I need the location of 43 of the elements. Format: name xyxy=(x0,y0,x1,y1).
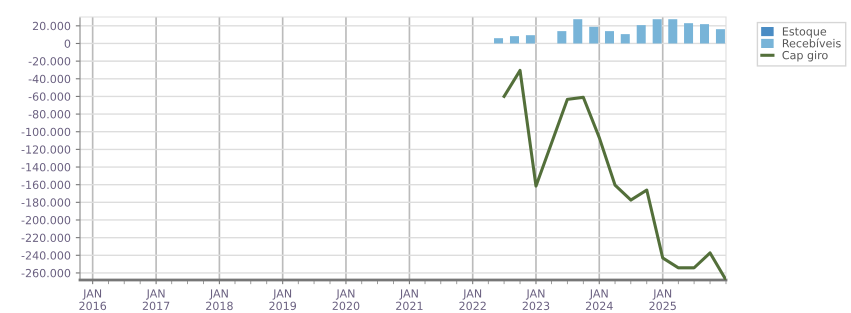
x-tick-label: JAN 2017 xyxy=(142,289,170,310)
x-tick-label: JAN 2025 xyxy=(649,289,676,310)
y-tick-label: 20.000 xyxy=(32,22,70,30)
bar xyxy=(684,23,694,44)
x-tick-label: JAN 2016 xyxy=(79,289,106,310)
x-tick-label: JAN 2020 xyxy=(332,289,360,310)
y-tick-label: -40.000 xyxy=(28,74,70,84)
bar xyxy=(620,34,630,44)
y-tick-label: -60.000 xyxy=(28,92,70,101)
x-tick-label: JAN 2024 xyxy=(586,289,613,310)
y-tick-label: -120.000 xyxy=(22,145,70,154)
y-tick-label: -80.000 xyxy=(28,110,70,118)
y-tick-label: -100.000 xyxy=(22,128,70,136)
bar xyxy=(668,19,678,44)
bar xyxy=(700,24,710,44)
legend-label: Estoque xyxy=(782,27,826,38)
y-tick-label: -160.000 xyxy=(22,180,70,190)
line-series xyxy=(502,68,726,280)
y-tick-label: -180.000 xyxy=(22,198,70,207)
y-tick-label: -260.000 xyxy=(22,268,70,278)
bar xyxy=(589,26,598,44)
y-tick-label: 0 xyxy=(64,39,70,48)
bar xyxy=(604,31,614,44)
legend-label: Cap giro xyxy=(782,50,828,62)
bar xyxy=(636,25,646,44)
x-tick-label: JAN 2021 xyxy=(396,289,423,310)
x-tick-label: JAN 2023 xyxy=(522,289,550,310)
y-tick-label: -200.000 xyxy=(22,216,70,224)
y-tick-label: -140.000 xyxy=(22,163,70,172)
bar xyxy=(652,19,662,44)
bar xyxy=(494,38,504,44)
bar xyxy=(573,19,582,44)
bar xyxy=(526,35,535,44)
bar xyxy=(716,29,725,44)
x-tick-label: JAN 2018 xyxy=(206,289,233,310)
bar xyxy=(557,31,566,44)
y-tick-label: -220.000 xyxy=(22,234,70,242)
x-tick-label: JAN 2022 xyxy=(459,289,486,310)
y-tick-label: -240.000 xyxy=(22,251,70,260)
bar xyxy=(510,36,519,44)
y-tick-label: -20.000 xyxy=(28,57,70,66)
x-tick-label: JAN 2019 xyxy=(269,289,296,310)
legend-label: Recebíveis xyxy=(782,38,841,48)
